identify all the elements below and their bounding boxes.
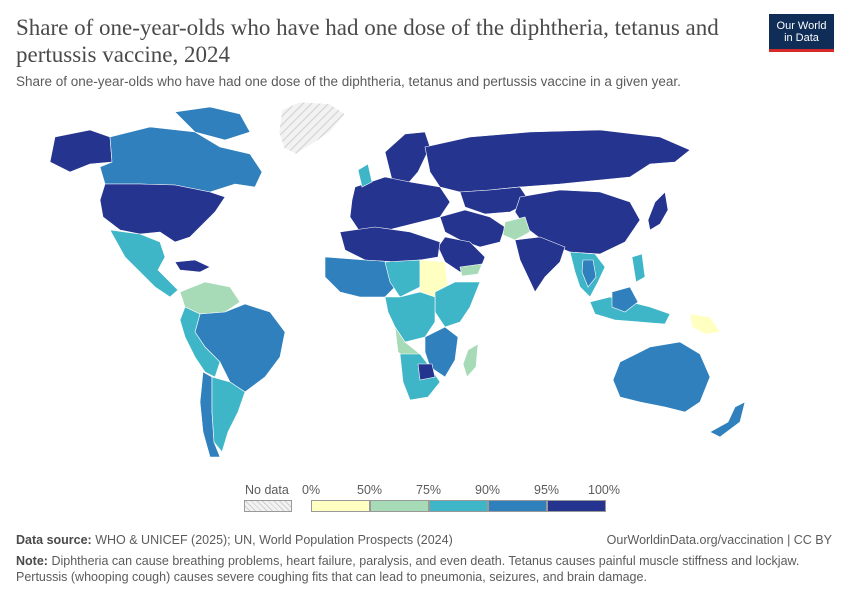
source-label: Data source: [16, 533, 92, 547]
region-north-africa[interactable] [339, 226, 441, 263]
legend-swatch-50-75[interactable] [370, 500, 429, 512]
region-sahel[interactable] [384, 259, 421, 298]
note-label: Note: [16, 554, 48, 568]
region-peru-bolivia[interactable] [179, 306, 221, 378]
legend-no-data-swatch[interactable] [244, 500, 292, 512]
legend-bin-label: 90% [475, 483, 501, 497]
region-japan[interactable] [647, 191, 669, 231]
region-yemen[interactable] [459, 263, 483, 277]
region-east-africa[interactable] [434, 281, 481, 328]
world-map [49, 101, 746, 458]
note-line-1: Diphtheria can cause breathing problems,… [51, 554, 800, 568]
region-afghanistan[interactable] [502, 216, 531, 241]
region-zimbabwe[interactable] [417, 363, 436, 381]
logo-line-2: in Data [784, 31, 819, 44]
region-borneo[interactable] [611, 286, 639, 313]
chart-subtitle: Share of one-year-olds who have had one … [16, 74, 681, 89]
source-line: Data source: WHO & UNICEF (2025); UN, Wo… [16, 533, 453, 547]
logo-line-1: Our World [776, 19, 827, 32]
region-philippines[interactable] [631, 253, 646, 283]
legend-swatch-0-50[interactable] [311, 500, 370, 512]
region-alaska[interactable] [49, 129, 113, 173]
region-new-zealand[interactable] [709, 401, 746, 438]
chart-title: Share of one-year-olds who have had one … [16, 15, 719, 67]
region-turkey-iran[interactable] [439, 209, 506, 248]
legend-swatch-95-100[interactable] [547, 500, 606, 512]
region-india[interactable] [514, 236, 566, 293]
region-tanzania-mozambique[interactable] [424, 326, 459, 378]
source-text: WHO & UNICEF (2025); UN, World Populatio… [95, 533, 453, 547]
region-mexico[interactable] [109, 229, 179, 298]
region-canada-islands[interactable] [174, 106, 251, 141]
legend-swatch-90-95[interactable] [488, 500, 547, 512]
region-australia[interactable] [612, 341, 711, 413]
source-url-link[interactable]: OurWorldinData.org/vaccination | CC BY [606, 533, 832, 547]
legend-bin-label: 75% [416, 483, 442, 497]
legend-bin-label: 95% [534, 483, 560, 497]
legend-bin-label: 100% [588, 483, 620, 497]
region-europe[interactable] [349, 176, 451, 233]
region-madagascar[interactable] [462, 343, 479, 378]
legend-no-data-label: No data [245, 483, 289, 497]
region-greenland[interactable] [278, 101, 346, 155]
region-caribbean[interactable] [174, 259, 211, 273]
legend-bin-label: 50% [357, 483, 383, 497]
region-russia[interactable] [424, 129, 691, 193]
region-thailand[interactable] [581, 259, 597, 288]
legend-swatch-75-90[interactable] [429, 500, 488, 512]
region-central-africa[interactable] [384, 291, 436, 343]
region-usa[interactable] [99, 183, 226, 243]
map-legend: No data 0% 50% 75% 90% 95% 100% [0, 478, 850, 518]
region-png[interactable] [689, 313, 721, 335]
region-canada[interactable] [99, 126, 263, 193]
region-scandinavia[interactable] [384, 131, 431, 188]
legend-bin-label: 0% [302, 483, 321, 497]
note-block: Note: Diphtheria can cause breathing pro… [16, 553, 836, 585]
region-uk[interactable] [357, 163, 373, 188]
region-argentina[interactable] [211, 376, 246, 453]
owid-logo[interactable]: Our World in Data [769, 14, 834, 52]
note-line-2: Pertussis (whooping cough) causes severe… [16, 570, 647, 584]
